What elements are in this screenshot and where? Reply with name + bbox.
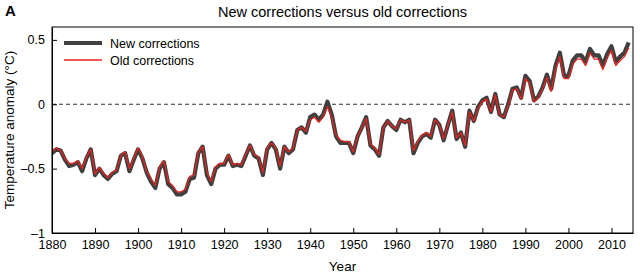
x-tick-mark	[525, 228, 526, 233]
x-tick-label: 1930	[254, 238, 282, 252]
x-tick-label: 1920	[211, 238, 239, 252]
title: New corrections versus old corrections	[218, 4, 467, 20]
legend-item: Old corrections	[64, 54, 194, 68]
x-tick-mark	[439, 228, 440, 233]
y-tick-label: 0	[38, 98, 45, 112]
legend-label: New corrections	[110, 37, 200, 51]
series-line	[52, 42, 629, 194]
chart: 1880189019001910192019301940195019601970…	[0, 0, 640, 275]
x-tick-label: 1900	[125, 238, 153, 252]
x-tick-label: 1910	[168, 238, 196, 252]
x-tick: 1930	[254, 228, 282, 252]
x-tick: 1890	[82, 228, 110, 252]
legend-swatch	[64, 59, 102, 60]
y-tick: –0.5	[21, 162, 57, 176]
legend-label: Old corrections	[110, 54, 194, 68]
x-tick-mark	[568, 228, 569, 233]
x-tick-label: 1980	[469, 238, 497, 252]
x-axis-title: Year	[329, 259, 357, 274]
y-tick: 0.5	[28, 33, 57, 47]
x-tick: 1990	[512, 228, 540, 252]
x-tick: 2010	[598, 228, 626, 252]
data-area	[52, 42, 633, 194]
x-tick: 1900	[125, 228, 153, 252]
y-tick-mark	[52, 104, 57, 105]
x-axis-line	[53, 233, 634, 234]
x-tick: 1920	[211, 228, 239, 252]
x-tick-label: 2010	[598, 238, 626, 252]
x-tick-label: 1890	[82, 238, 110, 252]
y-tick-label: 0.5	[28, 33, 45, 47]
x-tick-mark	[138, 228, 139, 233]
series-line	[52, 48, 629, 192]
y-tick-mark	[52, 169, 57, 170]
panel-label: A	[5, 2, 16, 19]
legend: New corrections Old corrections	[64, 37, 200, 68]
x-tick-mark	[224, 228, 225, 233]
x-tick-label: 2000	[555, 238, 583, 252]
x-tick-label: 1940	[297, 238, 325, 252]
x-tick: 1950	[340, 228, 368, 252]
y-tick-mark	[52, 233, 57, 234]
frame	[52, 27, 633, 233]
x-tick-mark	[181, 228, 182, 233]
reference-line	[52, 104, 633, 105]
x-tick-label: 1950	[340, 238, 368, 252]
y-axis-line	[52, 28, 53, 234]
x-tick-label: 1960	[383, 238, 411, 252]
y-axis-title: Temperature anomaly (°C)	[2, 51, 17, 209]
x-tick: 1970	[426, 228, 454, 252]
plot: 1880189019001910192019301940195019601970…	[21, 27, 634, 252]
y-tick: 0	[38, 98, 57, 112]
x-tick-mark	[611, 228, 612, 233]
x-tick-mark	[396, 228, 397, 233]
legend-item: New corrections	[64, 37, 200, 51]
x-tick-mark	[353, 228, 354, 233]
x-tick: 1960	[383, 228, 411, 252]
y-tick-label: –0.5	[21, 162, 45, 176]
x-tick-mark	[482, 228, 483, 233]
x-tick: 1940	[297, 228, 325, 252]
x-tick-label: 1990	[512, 238, 540, 252]
y-axis: –1 –0.5 0 0.5	[21, 28, 57, 241]
x-tick: 1910	[168, 228, 196, 252]
x-axis: 1880189019001910192019301940195019601970…	[39, 228, 634, 252]
x-tick-mark	[310, 228, 311, 233]
x-tick-mark	[267, 228, 268, 233]
y-tick: –1	[31, 227, 57, 241]
x-tick: 1980	[469, 228, 497, 252]
y-tick-mark	[52, 40, 57, 41]
x-tick: 2000	[555, 228, 583, 252]
x-tick-label: 1970	[426, 238, 454, 252]
legend-swatch	[64, 41, 102, 45]
y-tick-label: –1	[31, 227, 45, 241]
x-tick-mark	[95, 228, 96, 233]
